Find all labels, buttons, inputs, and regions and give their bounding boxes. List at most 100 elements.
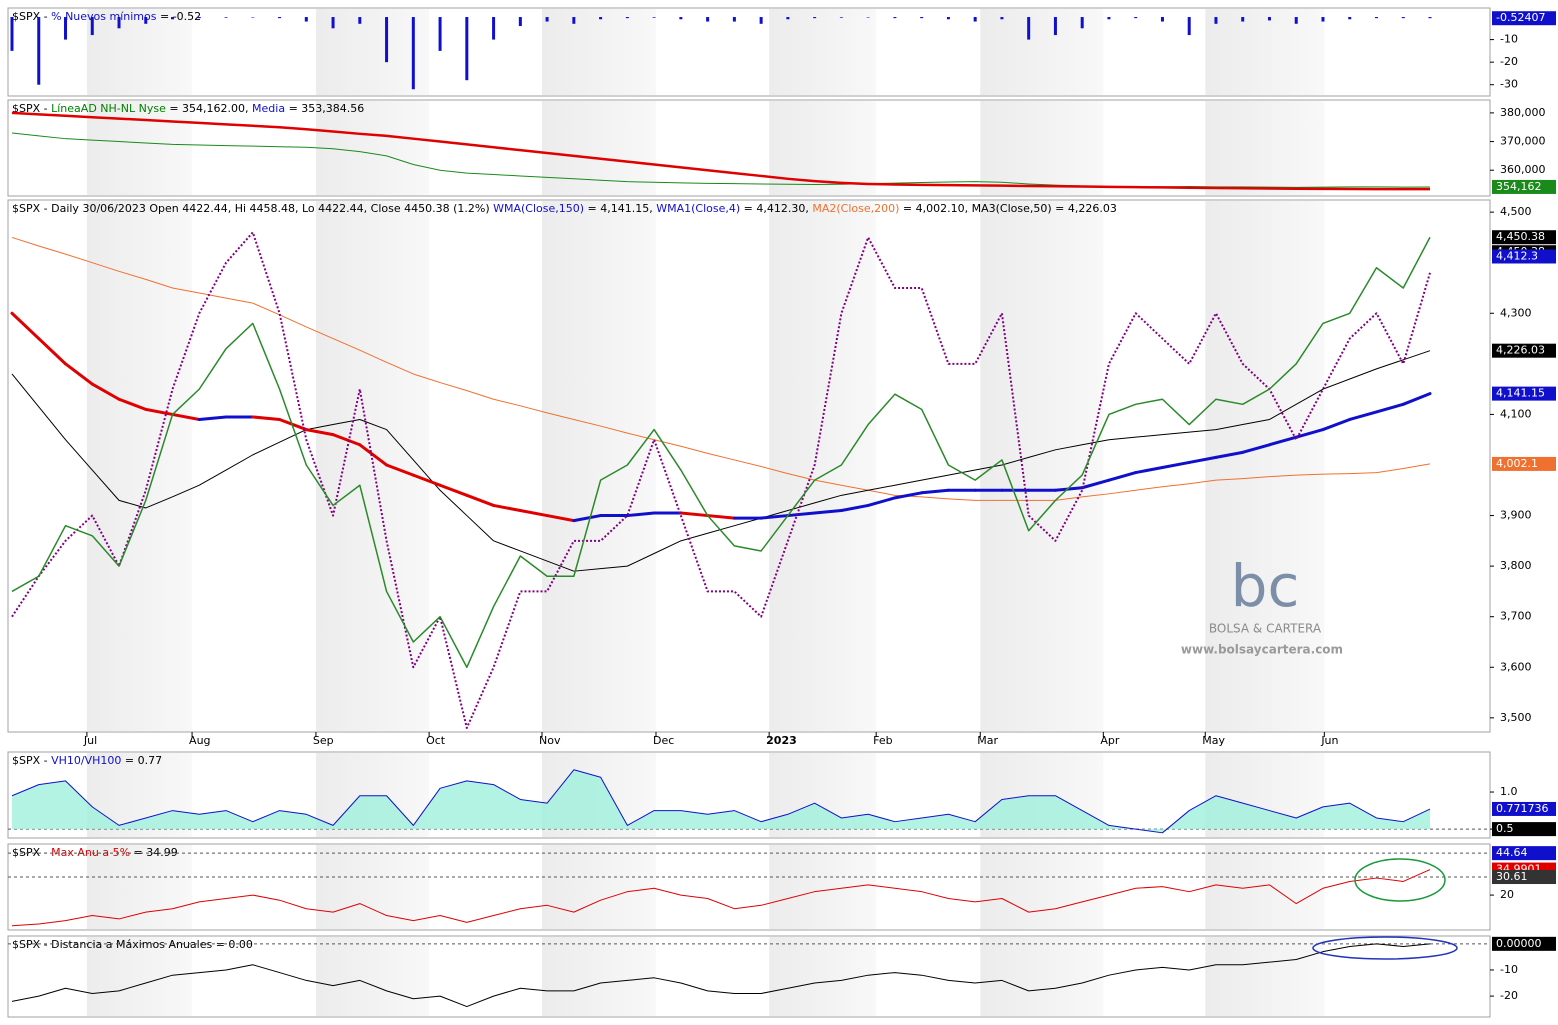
line-segment	[492, 503, 522, 513]
bar	[1267, 17, 1271, 21]
value-box	[1492, 822, 1556, 837]
line	[11, 236, 1431, 669]
value-box	[1492, 179, 1556, 194]
month-band	[86, 937, 193, 1016]
header-part: = 0.77	[121, 754, 162, 767]
bar	[331, 17, 335, 29]
bar	[1241, 17, 1245, 22]
line-segment	[572, 514, 603, 523]
month-band	[542, 937, 656, 1016]
value-box-label: 30.61	[1496, 870, 1528, 883]
month-band	[542, 201, 656, 731]
month-band	[980, 845, 1104, 929]
bar	[1134, 17, 1138, 19]
month-band	[315, 9, 430, 95]
x-tick-label: Sep	[313, 734, 334, 747]
month-band	[980, 9, 1104, 95]
value-box-label: -0.52407	[1496, 11, 1545, 24]
month-band	[315, 101, 430, 195]
month-band	[769, 845, 877, 929]
line-segment	[37, 337, 68, 366]
line-segment	[1187, 455, 1218, 464]
annotation-ellipse	[1354, 858, 1446, 902]
line-segment	[1107, 471, 1138, 482]
line-segment	[90, 382, 121, 401]
line-segment	[920, 488, 950, 495]
month-band	[1205, 937, 1325, 1016]
bar	[813, 17, 817, 19]
header-part: Max Anu a 5%	[51, 846, 130, 859]
bar	[545, 17, 549, 22]
bar	[679, 17, 683, 20]
value-box	[1492, 870, 1556, 885]
backgrounds	[7, 7, 1491, 1018]
y-tick-label: 4,300	[1500, 306, 1532, 319]
bar	[1348, 17, 1352, 20]
month-band	[86, 101, 193, 195]
value-box-label: 4,412.3	[1496, 249, 1538, 262]
line-segment	[1214, 450, 1245, 459]
month-band	[86, 9, 193, 95]
line-segment	[759, 514, 790, 520]
y-tick-label: 20	[1500, 888, 1514, 901]
bar	[625, 17, 629, 19]
month-band	[980, 201, 1104, 731]
value-box-label: 0.771736	[1496, 802, 1549, 815]
y-tick-label: 3,500	[1500, 711, 1532, 724]
panel-header: $SPX - Max Anu a 5% = 34.99	[12, 846, 178, 859]
value-box-label: 4,002.1	[1496, 457, 1538, 470]
header-part: $SPX -	[12, 102, 51, 115]
value-box-label: 4,141.15	[1496, 387, 1545, 400]
x-tick-label: Jul	[83, 734, 97, 747]
value-box-label: 0.00000	[1496, 937, 1542, 950]
value-box	[1492, 230, 1556, 245]
line	[11, 943, 1431, 1008]
bar	[411, 17, 415, 90]
y-tick-label: -10	[1500, 963, 1518, 976]
x-tick-label: Aug	[189, 734, 210, 747]
month-band	[315, 937, 430, 1016]
bar	[518, 17, 522, 27]
value-box-label: 4,450.38	[1496, 230, 1545, 243]
panel-header: $SPX - % Nuevos mínimos = -0.52	[12, 10, 201, 23]
bar	[171, 17, 175, 20]
line-segment	[813, 509, 843, 515]
line	[11, 350, 1431, 572]
header-part: $SPX -	[12, 846, 51, 859]
bar	[786, 17, 790, 20]
header-part: VH10/VH100	[51, 754, 121, 767]
header-part: WMA(Close,150)	[493, 202, 584, 215]
bar	[1027, 17, 1031, 40]
value-box	[1492, 343, 1556, 358]
x-tick-label: Jun	[1320, 734, 1338, 747]
y-tick-label: 360,000	[1500, 163, 1546, 176]
line-segment	[1053, 486, 1084, 492]
value-box	[1492, 801, 1556, 816]
header-part: = 353,384.56	[285, 102, 364, 115]
y-tick-label: 3,600	[1500, 660, 1532, 673]
header-part: = 34.99	[130, 846, 178, 859]
watermark-url: www.bolsaycartera.com	[1181, 643, 1343, 657]
value-box	[1492, 386, 1556, 401]
bar	[866, 17, 870, 18]
y-tick-label: -20	[1500, 989, 1518, 1002]
header-part: Media	[252, 102, 285, 115]
bar	[37, 17, 41, 85]
bar	[920, 17, 924, 19]
header-part: $SPX - Distancia a Máximos Anuales = 0.0…	[12, 938, 253, 951]
bar	[385, 17, 389, 63]
line-segment	[465, 493, 496, 507]
month-band	[980, 937, 1104, 1016]
line-segment	[679, 511, 710, 518]
bar	[465, 17, 469, 81]
value-box-label: 44.64	[1496, 846, 1528, 859]
month-band	[1205, 101, 1325, 195]
header-part: = 4,141.15,	[584, 202, 656, 215]
x-tick-label: Oct	[426, 734, 446, 747]
line-segment	[1134, 466, 1164, 475]
line-segment	[10, 311, 41, 341]
bar	[946, 17, 950, 20]
header-part: MA3(Close,50)	[972, 202, 1052, 215]
bar	[1107, 17, 1111, 20]
month-band	[86, 201, 193, 731]
